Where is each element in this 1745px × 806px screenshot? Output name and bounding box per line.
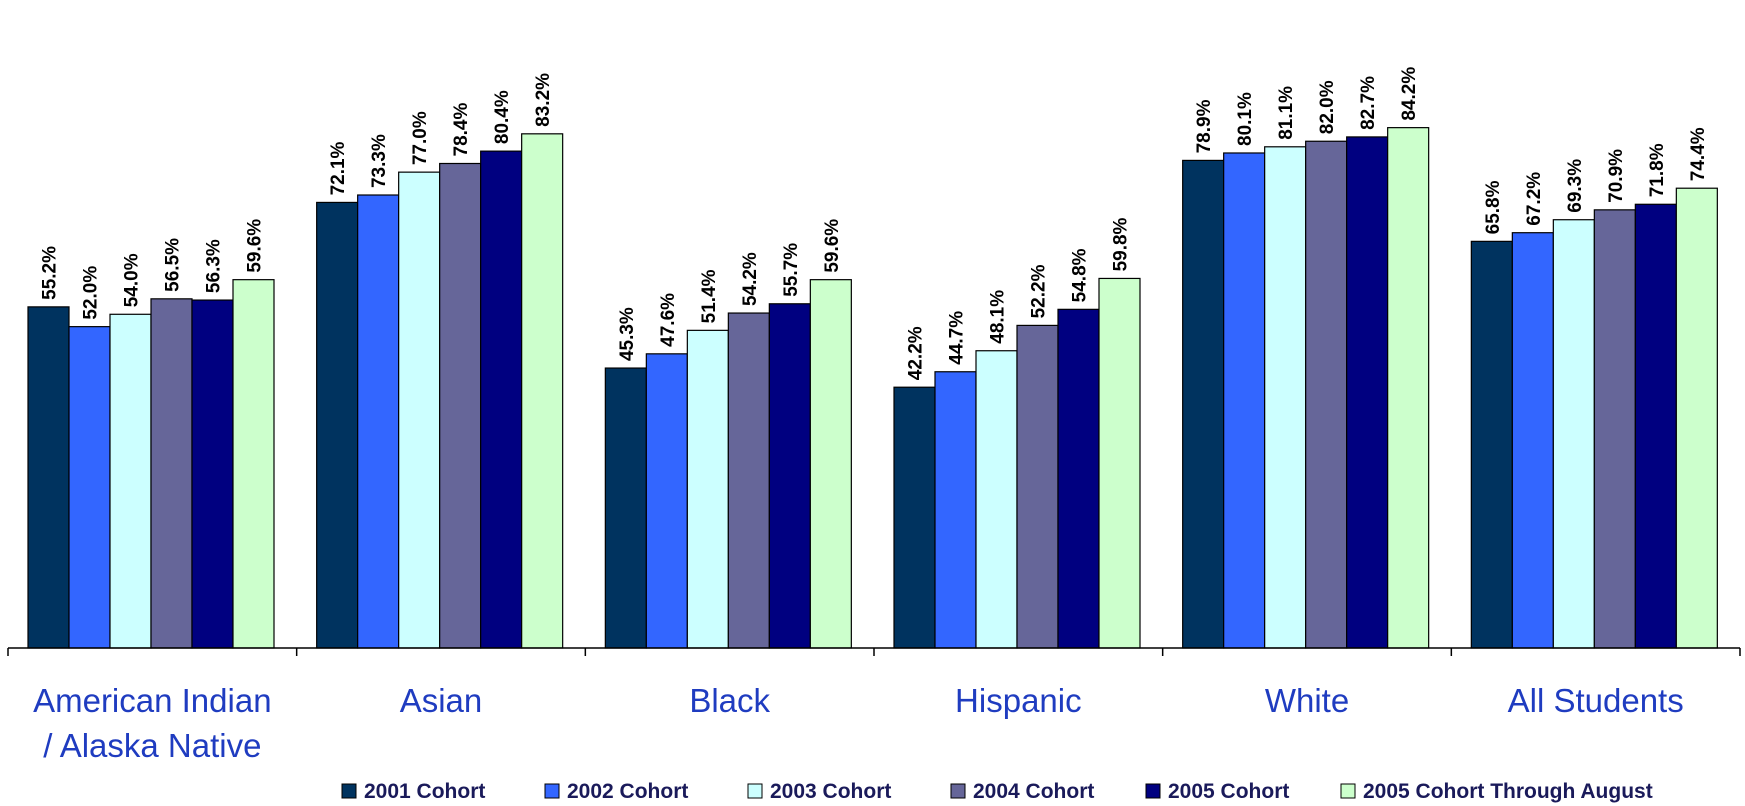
legend-swatch (544, 783, 560, 799)
category-label: American Indian (33, 682, 271, 719)
data-label: 59.6% (822, 219, 843, 273)
data-label: 83.2% (533, 73, 554, 127)
x-axis (7, 647, 1741, 656)
bar (1098, 277, 1141, 649)
data-label: 81.1% (1276, 86, 1297, 140)
bar (1305, 140, 1348, 649)
legend-swatch (747, 783, 763, 799)
data-label: 56.5% (163, 238, 184, 292)
data-label: 84.2% (1399, 67, 1420, 121)
bar (1016, 324, 1059, 649)
category-label: White (1265, 682, 1349, 719)
data-label: 47.6% (658, 293, 679, 347)
data-label: 70.9% (1606, 149, 1627, 203)
bar (1182, 159, 1225, 649)
bar (1552, 219, 1595, 649)
legend-label: 2005 Cohort (1168, 780, 1289, 803)
data-label: 52.2% (1029, 264, 1050, 318)
data-label: 56.3% (204, 239, 225, 293)
data-label: 51.4% (699, 269, 720, 323)
category-label: Hispanic (955, 682, 1082, 719)
bar (934, 371, 977, 649)
bar (1511, 232, 1554, 649)
data-label: 52.0% (81, 266, 102, 320)
category-label: Black (689, 682, 770, 719)
data-label: 78.4% (451, 103, 472, 157)
data-label: 65.8% (1483, 180, 1504, 234)
bar (1387, 127, 1430, 649)
bar (439, 162, 482, 649)
data-label: 54.8% (1070, 248, 1091, 302)
bar (150, 298, 193, 649)
value-labels-layer: 55.2% 52.0% 54.0% 56.5% 56.3% 59.6% 72.1% 73.3%… (40, 67, 1709, 381)
category-label: All Students (1508, 682, 1684, 719)
bar (768, 303, 811, 649)
data-label: 73.3% (369, 134, 390, 188)
bar (1470, 240, 1513, 649)
bar (398, 171, 441, 649)
data-label: 71.8% (1647, 143, 1668, 197)
bar (521, 133, 564, 649)
bar (1675, 187, 1718, 649)
category-label: Asian (400, 682, 483, 719)
data-label: 82.0% (1317, 80, 1338, 134)
legend-label: 2003 Cohort (770, 780, 891, 803)
data-label: 69.3% (1565, 159, 1586, 213)
bar (686, 329, 729, 649)
bar (316, 201, 359, 649)
bar (1057, 308, 1100, 649)
bar (645, 353, 688, 649)
bar (480, 150, 523, 649)
legend-label: 2005 Cohort Through August (1363, 780, 1653, 803)
data-label: 59.6% (245, 219, 266, 273)
bar (975, 350, 1018, 649)
data-label: 45.3% (617, 307, 638, 361)
legend: 2001 Cohort 2002 Cohort 2003 Cohort 2004 Co… (341, 780, 1653, 803)
bar (1223, 152, 1266, 649)
bar (109, 313, 152, 649)
legend-swatch (1340, 783, 1356, 799)
data-label: 54.0% (122, 253, 143, 307)
bars-layer (27, 127, 1718, 649)
category-label: / Alaska Native (43, 727, 261, 764)
data-label: 67.2% (1524, 172, 1545, 226)
data-label: 54.2% (740, 252, 761, 306)
data-label: 82.7% (1358, 76, 1379, 130)
bar (1264, 146, 1307, 649)
legend-label: 2004 Cohort (973, 780, 1094, 803)
data-label: 59.8% (1111, 217, 1132, 271)
data-label: 55.2% (40, 246, 61, 300)
category-labels: American Indian / Alaska Native Asian Black… (33, 682, 1684, 764)
bar (893, 386, 936, 649)
data-label: 80.1% (1235, 92, 1256, 146)
data-label: 77.0% (410, 111, 431, 165)
data-label: 48.1% (988, 290, 1009, 344)
data-label: 72.1% (328, 141, 349, 195)
bar (809, 279, 852, 649)
bar (1346, 136, 1389, 649)
data-label: 55.7% (781, 243, 802, 297)
data-label: 42.2% (906, 326, 927, 380)
data-label: 80.4% (492, 90, 513, 144)
data-label: 74.4% (1688, 127, 1709, 181)
legend-swatch (1145, 783, 1161, 799)
bar (604, 367, 647, 649)
bar (357, 194, 400, 649)
data-label: 44.7% (947, 311, 968, 365)
legend-label: 2002 Cohort (567, 780, 688, 803)
bar (727, 312, 770, 649)
data-label: 78.9% (1194, 99, 1215, 153)
bar (232, 279, 275, 649)
legend-swatch (950, 783, 966, 799)
bar (1634, 203, 1677, 649)
bar (27, 306, 70, 649)
legend-swatch (341, 783, 357, 799)
legend-label: 2001 Cohort (364, 780, 485, 803)
bar (191, 299, 234, 649)
bar (68, 326, 111, 649)
bar (1593, 209, 1636, 649)
